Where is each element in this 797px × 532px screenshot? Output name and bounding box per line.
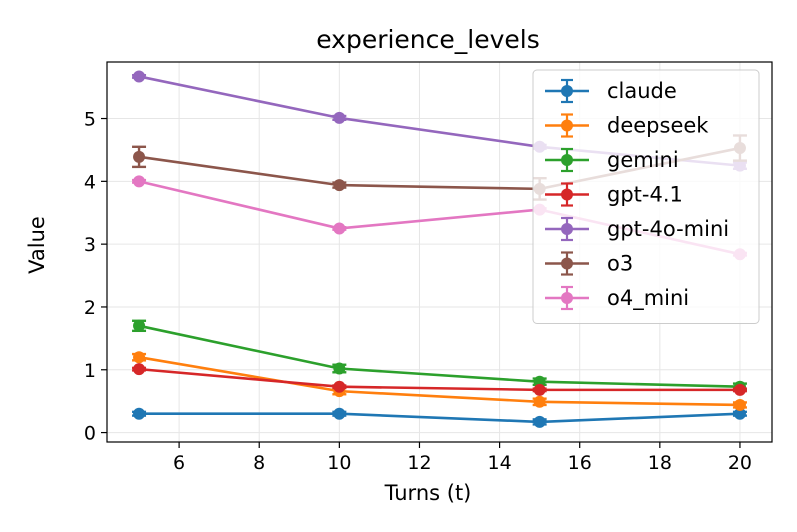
x-tick-label: 16 [568,452,592,474]
series-line [138,324,740,389]
x-tick-label: 14 [487,452,511,474]
chart-title: experience_levels [316,25,540,54]
y-axis-label: Value [25,216,49,274]
legend-item: deepseek [545,113,709,138]
x-tick-label: 18 [648,452,672,474]
legend-item: claude [545,78,677,104]
data-point [533,415,546,428]
data-point [733,407,746,420]
legend-marker [561,85,573,97]
x-tick-label: 10 [327,452,351,474]
data-point [333,179,346,192]
y-tick-label: 0 [84,423,96,445]
data-point [333,380,346,393]
data-point [133,407,146,420]
legend-label: o3 [607,252,633,276]
series-line [139,412,741,424]
data-point [133,175,146,188]
legend-item: gpt-4.1 [545,182,683,207]
legend-label: gpt-4.1 [607,183,683,207]
legend: claude deepseek gemini gpt-4.1 gpt-4o-mini o3… [532,69,760,324]
x-tick-label: 8 [253,452,265,474]
legend-label: claude [607,79,677,103]
data-point [133,351,146,364]
data-point [333,222,346,235]
legend-label: gemini [607,148,679,172]
data-point [533,383,546,396]
x-axis-label: Turns (t) [384,481,472,505]
x-tick-label: 6 [173,452,185,474]
data-point [133,363,146,376]
legend-label: gpt-4o-mini [607,217,729,241]
legend-marker [561,154,573,166]
data-point [533,395,546,408]
legend-marker [561,223,573,235]
legend-label: o4_mini [607,286,689,311]
series-claude [132,407,747,428]
data-point [133,319,146,332]
legend-marker [561,119,573,132]
legend-marker [561,188,573,201]
series-gemini [132,319,747,393]
plot-frame [106,61,773,443]
legend-item: o4_mini [545,285,689,311]
data-point [333,407,346,420]
legend-box [532,69,760,324]
series-line [138,355,740,407]
legend-item: o3 [545,251,633,276]
legend-label: deepseek [607,114,709,138]
data-point [133,70,146,83]
y-tick-label: 1 [84,360,96,382]
data-point [133,150,146,163]
y-tick-label: 3 [84,234,96,256]
y-tick-label: 2 [84,297,96,319]
y-tick-label: 4 [84,171,96,193]
legend-item: gemini [545,147,679,173]
data-point [333,111,346,124]
series-line [138,367,740,392]
x-tick-label: 20 [728,452,752,474]
data-point [733,398,746,411]
legend-marker [561,257,573,270]
data-point [733,383,746,396]
y-tick-label: 5 [84,109,96,131]
x-tick-label: 12 [407,452,431,474]
legend-item: gpt-4o-mini [545,216,729,242]
data-point [333,362,346,375]
series-deepseek [132,351,747,411]
legend-marker [561,292,573,304]
series-gpt-4.1 [132,363,747,396]
